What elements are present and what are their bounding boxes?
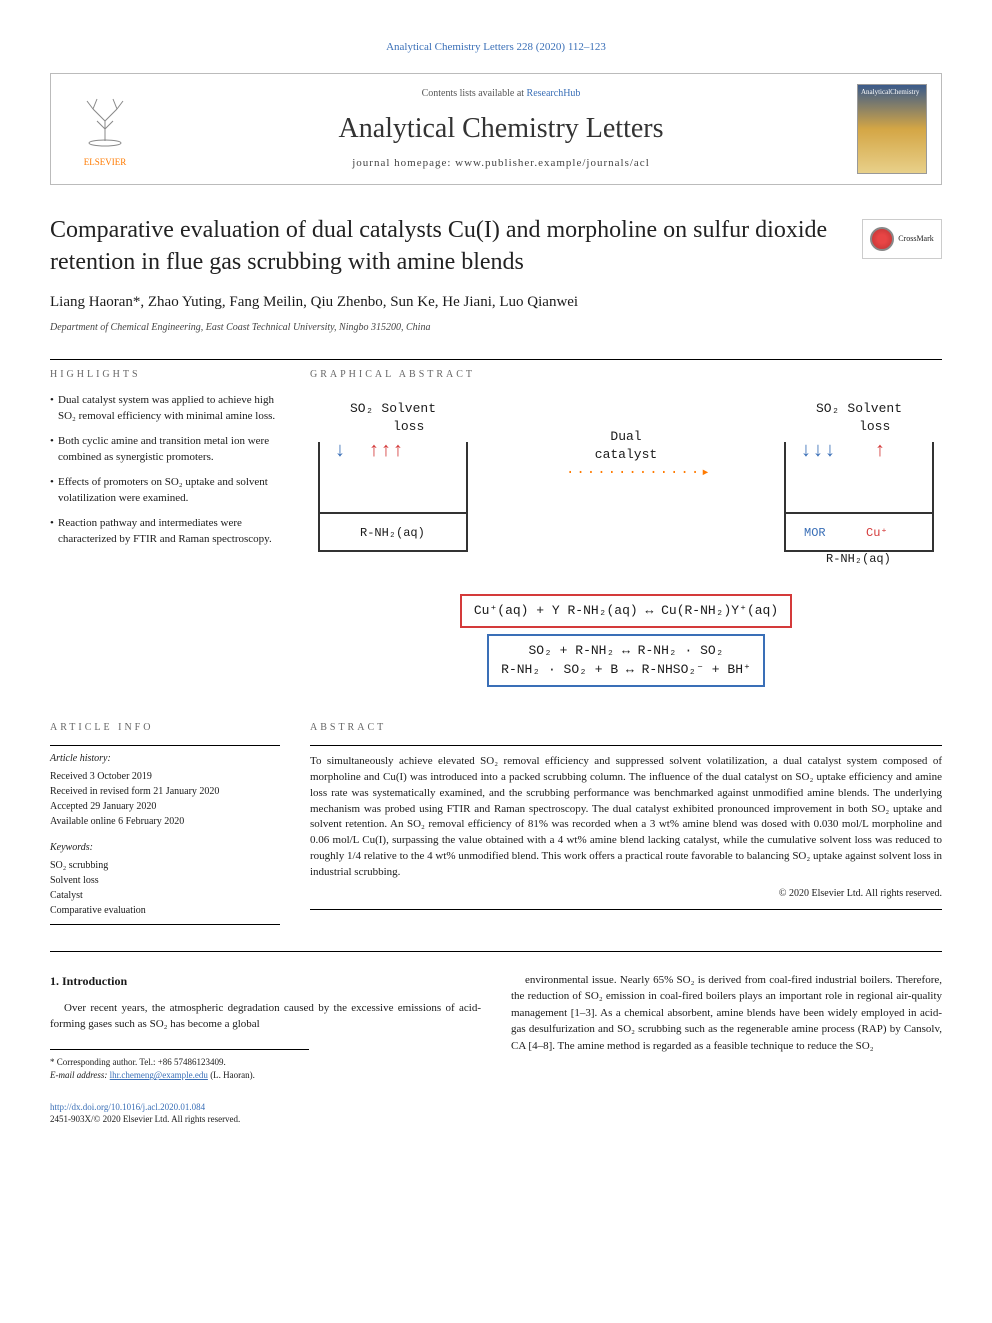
graphical-abstract-label: GRAPHICAL ABSTRACT [310, 368, 942, 382]
sciencedirect-link[interactable]: ResearchHub [527, 88, 581, 99]
ga-eq2b: R-NH₂ · SO₂ + B ↔ R-NHSO₂⁻ + BH⁺ [501, 661, 751, 679]
ga-escape-label-r: Solvent loss [847, 400, 902, 436]
body-col-right: environmental issue. Nearly 65% SO₂ is d… [511, 972, 942, 1083]
author-email-link[interactable]: lhr.chemeng@example.edu [110, 1070, 208, 1080]
ga-escape-label: Solvent loss [381, 400, 436, 436]
abstract-copyright: © 2020 Elsevier Ltd. All rights reserved… [310, 887, 942, 901]
ga-pz-label: MOR [804, 525, 826, 542]
email-label: E-mail address: [50, 1070, 110, 1080]
doi-block: http://dx.doi.org/10.1016/j.acl.2020.01.… [50, 1101, 942, 1126]
highlights-column: HIGHLIGHTS Dual catalyst system was appl… [50, 368, 280, 701]
ga-co2-in-label: SO₂ [350, 400, 373, 436]
graphical-abstract: SO₂ Solvent loss ↓ ↑↑↑ R-NH₂(aq) Dual ca… [310, 392, 942, 701]
ga-mixed-label: Dual catalyst [566, 428, 686, 464]
history-label: Article history: [50, 752, 280, 766]
abstract-text: To simultaneously achieve elevated SO₂ r… [310, 754, 942, 882]
ga-left-liquid-label: R-NH₂(aq) [360, 525, 425, 542]
highlights-graphical-row: HIGHLIGHTS Dual catalyst system was appl… [50, 368, 942, 701]
journal-cover-thumb: AnalyticalChemistry [857, 84, 927, 174]
publisher-name: ELSEVIER [84, 156, 127, 169]
dashed-arrow-icon: ·············▸ [566, 464, 686, 484]
beaker-shape: ↓↓↓ ↑ MOR Cu⁺ R-NH₂(aq) [784, 442, 934, 552]
crossmark-label: CrossMark [898, 234, 934, 244]
body-col-left: 1. Introduction Over recent years, the a… [50, 972, 481, 1083]
keyword: Catalyst [50, 888, 280, 903]
ga-equation-red: Cu⁺(aq) + Y R-NH₂(aq) ↔ Cu(R-NH₂)Y⁺(aq) [460, 594, 792, 628]
title-text: Comparative evaluation of dual catalysts… [50, 217, 827, 274]
highlight-item: Reaction pathway and intermediates were … [50, 515, 280, 548]
article-info: ARTICLE INFO Article history: Received 3… [50, 721, 280, 931]
body-paragraph: Over recent years, the atmospheric degra… [50, 1000, 481, 1033]
email-suffix: (L. Haoran). [208, 1070, 255, 1080]
keywords-label: Keywords: [50, 841, 280, 855]
arrow-up-icon: ↑↑↑ [368, 438, 404, 466]
author-list: Liang Haoran*, Zhao Yuting, Fang Meilin,… [50, 292, 942, 313]
ga-middle: Dual catalyst ·············▸ [566, 400, 686, 484]
header-center: Contents lists available at ResearchHub … [161, 87, 841, 172]
ga-equation-blue: SO₂ + R-NH₂ ↔ R-NH₂ · SO₂ R-NH₂ · SO₂ + … [487, 634, 765, 686]
body-columns: 1. Introduction Over recent years, the a… [50, 972, 942, 1083]
ga-right-liquid-label: R-NH₂(aq) [826, 551, 891, 568]
highlight-item: Effects of promoters on SO₂ uptake and s… [50, 474, 280, 507]
contents-line: Contents lists available at ResearchHub [161, 87, 841, 101]
highlight-item: Both cyclic amine and transition metal i… [50, 433, 280, 466]
journal-header: ELSEVIER Contents lists available at Res… [50, 73, 942, 185]
ga-beaker-right: SO₂ Solvent loss ↓↓↓ ↑ MOR Cu⁺ R-NH₂(aq) [784, 400, 934, 552]
article-info-label: ARTICLE INFO [50, 721, 280, 735]
email-line: E-mail address: lhr.chemeng@example.edu … [50, 1069, 309, 1083]
arrow-down-icon: ↓ [334, 438, 346, 466]
history-item: Accepted 29 January 2020 [50, 799, 280, 814]
divider [50, 359, 942, 360]
issn-line: 2451-903X/© 2020 Elsevier Ltd. All right… [50, 1113, 942, 1126]
history-item: Received in revised form 21 January 2020 [50, 784, 280, 799]
affiliation: Department of Chemical Engineering, East… [50, 321, 942, 335]
history-item: Received 3 October 2019 [50, 769, 280, 784]
history-item: Available online 6 February 2020 [50, 814, 280, 829]
arrow-down-icon: ↓↓↓ [800, 438, 836, 466]
ga-beaker-left: SO₂ Solvent loss ↓ ↑↑↑ R-NH₂(aq) [318, 400, 468, 552]
doi-link[interactable]: http://dx.doi.org/10.1016/j.acl.2020.01.… [50, 1102, 205, 1112]
highlight-item: Dual catalyst system was applied to achi… [50, 392, 280, 425]
corresponding-author: * Corresponding author. Tel.: +86 574861… [50, 1056, 309, 1070]
publisher-logo: ELSEVIER [65, 89, 145, 169]
ga-beaker-row: SO₂ Solvent loss ↓ ↑↑↑ R-NH₂(aq) Dual ca… [318, 400, 934, 552]
keyword: Solvent loss [50, 873, 280, 888]
keyword: SO₂ scrubbing [50, 858, 280, 873]
info-abstract-row: ARTICLE INFO Article history: Received 3… [50, 721, 942, 931]
arrow-up-icon: ↑ [874, 438, 886, 466]
page-citation: Analytical Chemistry Letters 228 (2020) … [50, 40, 942, 55]
journal-homepage: journal homepage: www.publisher.example/… [161, 156, 841, 171]
divider [50, 951, 942, 952]
keyword: Comparative evaluation [50, 903, 280, 918]
section-heading: 1. Introduction [50, 972, 481, 990]
highlights-list: Dual catalyst system was applied to achi… [50, 392, 280, 548]
ga-eq2a: SO₂ + R-NH₂ ↔ R-NH₂ · SO₂ [501, 642, 751, 660]
contents-text: Contents lists available at [422, 88, 527, 99]
beaker-shape: ↓ ↑↑↑ R-NH₂(aq) [318, 442, 468, 552]
abstract-block: ABSTRACT To simultaneously achieve eleva… [310, 721, 942, 931]
abstract-label: ABSTRACT [310, 721, 942, 735]
ga-ni-label: Cu⁺ [866, 525, 888, 542]
highlights-label: HIGHLIGHTS [50, 368, 280, 382]
crossmark-icon [870, 227, 894, 251]
crossmark-badge[interactable]: CrossMark [862, 219, 942, 259]
body-paragraph: environmental issue. Nearly 65% SO₂ is d… [511, 972, 942, 1055]
authors-text: Liang Haoran*, Zhao Yuting, Fang Meilin,… [50, 294, 578, 310]
tree-icon [75, 91, 135, 156]
article-title: Comparative evaluation of dual catalysts… [50, 215, 942, 277]
footnote-block: * Corresponding author. Tel.: +86 574861… [50, 1049, 309, 1083]
graphical-abstract-column: GRAPHICAL ABSTRACT SO₂ Solvent loss ↓ ↑↑… [310, 368, 942, 701]
ga-co2-in-label-r: SO₂ [816, 400, 839, 436]
body-right-text: environmental issue. Nearly 65% SO₂ is d… [511, 974, 942, 1052]
journal-name: Analytical Chemistry Letters [161, 109, 841, 148]
